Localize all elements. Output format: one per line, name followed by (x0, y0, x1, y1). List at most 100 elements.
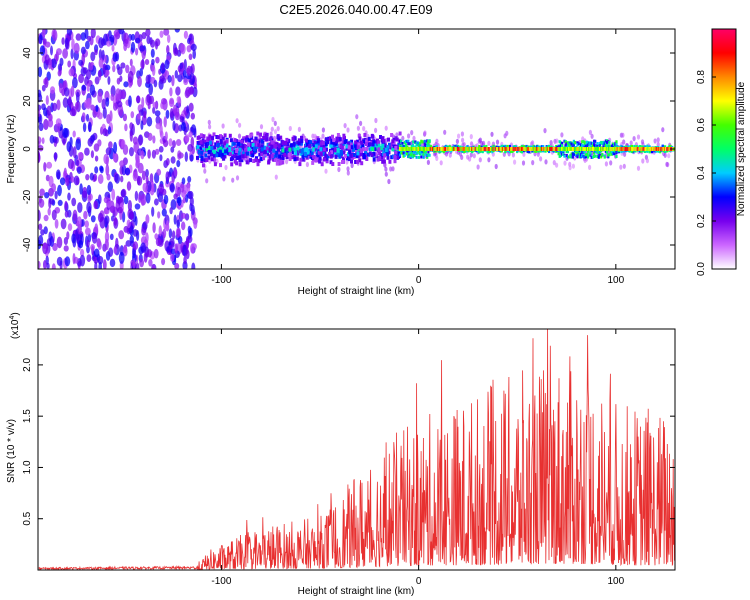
heatmap-halo-cell (656, 141, 660, 148)
heatmap-noise-cell (49, 198, 55, 205)
heatmap-peak-cell (643, 147, 646, 151)
heatmap-band-cell (583, 155, 586, 159)
heatmap-noise-cell (175, 86, 181, 96)
heatmap-peak-cell (668, 147, 671, 151)
heatmap-band-cell (210, 146, 214, 151)
heatmap-noise-cell (135, 262, 140, 269)
heatmap-noise-cell (70, 85, 75, 98)
heatmap-band-cell (255, 144, 259, 149)
heatmap-band-cell (262, 156, 266, 161)
heatmap-halo-cell (237, 133, 242, 139)
heatmap-noise-cell (159, 130, 164, 139)
heatmap-peak-cell (434, 147, 437, 151)
heatmap-peak-cell (492, 147, 495, 151)
heatmap-band-cell (597, 155, 600, 159)
heatmap-band-cell (329, 154, 333, 159)
heatmap-halo-cell (553, 138, 557, 144)
heatmap-halo-cell (555, 162, 559, 168)
heatmap-noise-cell (82, 122, 87, 133)
heatmap-noise-cell (129, 211, 134, 221)
heatmap-band-cell (319, 152, 323, 157)
heatmap-peak-cell (482, 147, 486, 151)
heatmap-noise-cell (78, 73, 84, 84)
heatmap-noise-cell (126, 219, 131, 229)
heatmap-band-cell (613, 143, 616, 147)
heatmap-band-cell (598, 150, 602, 154)
heatmap-band-cell (373, 143, 377, 148)
heatmap-band-cell (643, 145, 646, 149)
heatmap-noise-cell (64, 210, 69, 218)
heatmap-band-cell (589, 151, 592, 155)
heatmap-noise-cell (110, 34, 115, 43)
heatmap-band-cell (602, 141, 605, 145)
heatmap-band-cell (380, 146, 384, 151)
heatmap-noise-cell (94, 223, 99, 236)
heatmap-noise-cell (161, 77, 167, 84)
heatmap-noise-cell (57, 69, 62, 77)
heatmap-band-cell (232, 148, 236, 153)
heatmap-panel: -100 0 100 -40 -20 0 20 40 Height of straight … (6, 28, 676, 297)
heatmap-band-cell (544, 149, 547, 153)
heatmap-band-cell (339, 149, 343, 154)
heatmap-peak-cell (404, 147, 407, 151)
heatmap-noise-cell (39, 188, 45, 196)
heatmap-noise-cell (117, 104, 124, 117)
heatmap-noise-cell (43, 214, 49, 222)
heatmap-band-cell (300, 135, 303, 140)
heatmap-band-cell (205, 158, 209, 162)
heatmap-band-cell (552, 149, 555, 153)
heatmap-noise-cell (119, 75, 123, 82)
heatmap-band-cell (345, 144, 349, 149)
heatmap-band-cell (357, 133, 361, 138)
heatmap-band-cell (336, 133, 340, 137)
heatmap-band-cell (606, 144, 609, 148)
heatmap-band-cell (600, 140, 603, 144)
heatmap-peak-cell (568, 147, 571, 151)
heatmap-band-cell (248, 138, 252, 143)
heatmap-noise-cell (181, 177, 186, 185)
heatmap-band-cell (428, 144, 431, 148)
heatmap-band-cell (285, 155, 289, 160)
heatmap-halo-cell (362, 126, 366, 132)
heatmap-noise-cell (174, 262, 180, 269)
heatmap-band-cell (606, 139, 609, 143)
heatmap-peak-cell (570, 147, 573, 151)
heatmap-band-cell (396, 145, 400, 150)
heatmap-peak-cell (624, 147, 628, 151)
heatmap-halo-cell (522, 151, 526, 157)
heatmap-noise-cell (81, 84, 87, 91)
heatmap-band-cell (370, 153, 374, 158)
heatmap-band-cell (202, 134, 206, 139)
heatmap-halo-cell (487, 140, 491, 146)
heatmap-band-cell (608, 144, 611, 148)
heatmap-band-cell (200, 157, 204, 161)
heatmap-noise-cell (81, 219, 85, 227)
heatmap-peak-cell (648, 147, 651, 151)
heatmap-halo-cell (667, 153, 671, 159)
heatmap-halo-cell (401, 135, 405, 141)
heatmap-noise-cell (90, 29, 96, 39)
heatmap-noise-cell (112, 150, 117, 162)
heatmap-band-cell (403, 144, 406, 148)
heatmap-band-cell (576, 155, 579, 159)
heatmap-noise-cell (46, 161, 53, 169)
heatmap-halo-cell (205, 178, 209, 184)
heatmap-band-cell (331, 134, 334, 139)
heatmap-halo-cell (457, 133, 461, 139)
heatmap-peak-cell (519, 147, 522, 151)
heatmap-noise-cell (151, 264, 156, 269)
heatmap-band-cell (319, 141, 323, 146)
heatmap-band-cell (348, 150, 352, 155)
heatmap-peak-cell (635, 147, 638, 151)
heatmap-band-cell (415, 152, 418, 156)
heatmap-peak-cell (485, 147, 488, 151)
heatmap-band-cell (223, 133, 227, 138)
heatmap-peak-cell (619, 147, 622, 151)
heatmap-band-cell (598, 141, 602, 145)
heatmap-peak-cell (564, 147, 567, 151)
heatmap-band-cell (362, 147, 365, 152)
heatmap-band-cell (370, 133, 374, 138)
heatmap-noise-cell (82, 186, 88, 199)
heatmap-noise-cell (38, 194, 42, 204)
heatmap-band-cell (604, 141, 607, 145)
